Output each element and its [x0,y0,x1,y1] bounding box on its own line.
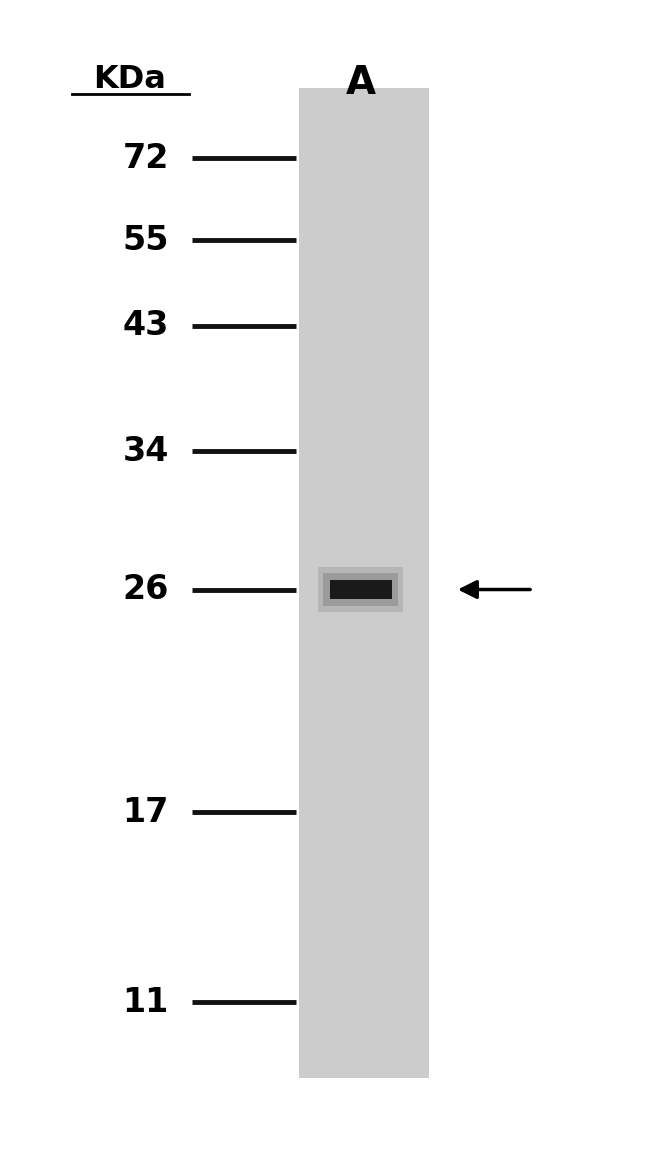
Text: 72: 72 [123,142,169,175]
Text: 34: 34 [123,435,169,468]
Text: 26: 26 [123,573,169,606]
Bar [299,88,429,1078]
Bar [330,580,391,599]
Text: 17: 17 [123,796,169,829]
Text: 11: 11 [123,986,169,1018]
Bar [318,567,403,612]
Text: A: A [346,64,376,102]
Text: 43: 43 [123,309,169,342]
Text: 55: 55 [122,224,169,257]
Text: KDa: KDa [94,64,166,95]
Bar [324,573,398,606]
